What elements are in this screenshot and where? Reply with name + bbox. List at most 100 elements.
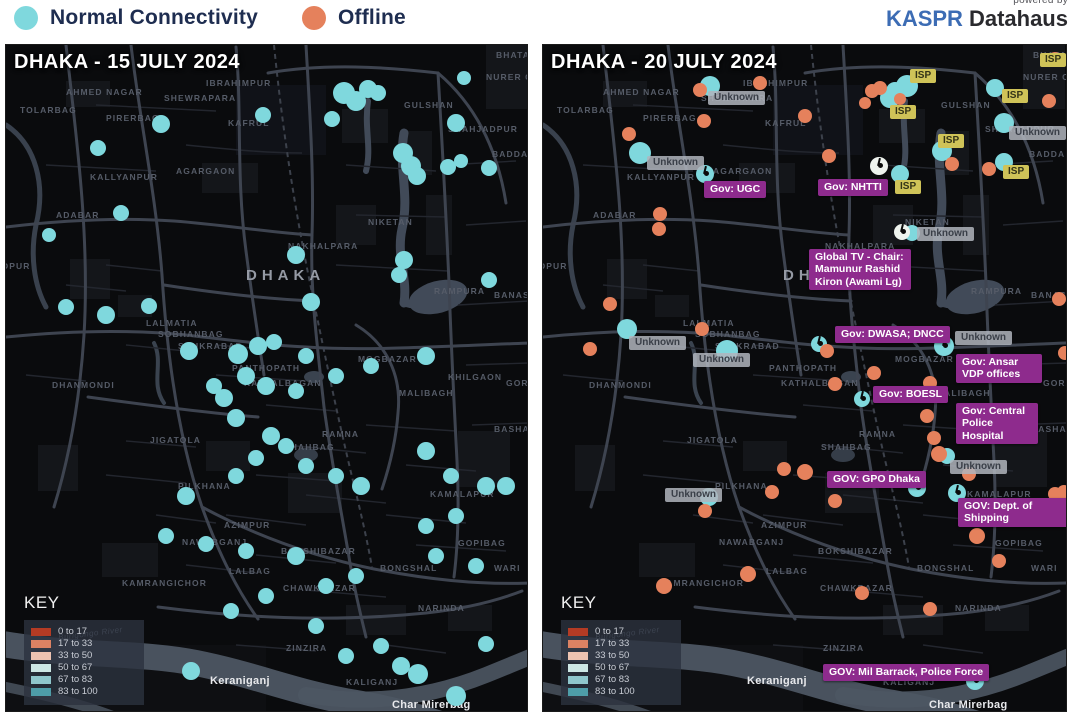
offline-dot (765, 485, 779, 499)
online-dot (468, 558, 484, 574)
key-title: KEY (561, 593, 597, 612)
branding: powered by KASPR Datahaus (886, 0, 1068, 30)
map-tag-unknown: Unknown (665, 488, 722, 502)
online-dot (477, 477, 495, 495)
map-tag-unknown: Unknown (950, 460, 1007, 474)
area-label: GULSHAN (941, 100, 991, 110)
area-label: PANTHOPATH (232, 363, 301, 373)
area-label: AZIMPUR (761, 520, 808, 530)
online-dot (228, 468, 244, 484)
key-entry-label: 0 to 17 (58, 626, 88, 637)
offline-dot (797, 464, 813, 480)
legend-label-normal: Normal Connectivity (50, 6, 259, 29)
online-dot (287, 246, 305, 264)
area-label: AHMED NAGAR (66, 87, 143, 97)
key-entry-label: 67 to 83 (595, 674, 630, 685)
area-label: GORAN (506, 378, 528, 388)
offline-dot (698, 504, 712, 518)
area-label: JIGATOLA (687, 435, 738, 445)
map-panel-15-july: BHATAR AHMED NAGAR IBRAHIMPUR SHEWRAPARA NUR… (5, 44, 528, 712)
online-dot (418, 518, 434, 534)
area-label: GULSHAN (404, 100, 454, 110)
map-tag-isp: ISP (1002, 89, 1029, 103)
offline-dot (798, 109, 812, 123)
area-label: SHUKRABAD (178, 341, 243, 351)
map-tag-gov: GOV: GPO Dhaka (827, 471, 926, 488)
legend-item-normal: Normal Connectivity (14, 6, 258, 30)
offline-dot (583, 342, 597, 356)
map-tag-unknown: Unknown (647, 156, 704, 170)
offline-dot (697, 114, 711, 128)
area-label: PILKHANA (715, 481, 768, 491)
key-entry-label: 50 to 67 (58, 662, 93, 673)
offline-dot (653, 207, 667, 221)
offline-dot (992, 554, 1006, 568)
offline-dot (753, 76, 767, 90)
offline-dot (920, 409, 934, 423)
offline-dot (828, 494, 842, 508)
offline-dot (945, 157, 959, 171)
offline-dot (622, 127, 636, 141)
key-entry-label: 17 to 33 (595, 638, 630, 649)
area-label: LALBAG (766, 566, 809, 576)
map-key-legend: KEY 0 to 17 17 to 33 33 to 50 50 to 67 67 to … (561, 593, 681, 705)
area-label: KATHALBAGAN (244, 378, 322, 388)
key-swatch (568, 663, 588, 672)
key-entry: 33 to 50 (568, 650, 672, 661)
area-label: KALIGANJ (883, 677, 936, 687)
area-label: PIRERBAG (643, 113, 697, 123)
offline-dot (923, 602, 937, 616)
town-label: Keraniganj (747, 675, 807, 687)
offline-dot (777, 462, 791, 476)
offline-dot (927, 431, 941, 445)
map-tag-unknown: Unknown (1009, 126, 1066, 140)
online-dot (391, 267, 407, 283)
key-entry: 83 to 100 (31, 686, 135, 697)
area-label: MOHAMMADPUR (543, 261, 568, 271)
online-dot (58, 299, 74, 315)
town-label: Char Mirerbag (929, 699, 1008, 711)
key-swatch (31, 651, 51, 660)
area-label: BONGSHAL (917, 563, 975, 573)
offline-dot (693, 83, 707, 97)
offline-dot-icon (302, 6, 326, 30)
area-label: KAFRUL (765, 118, 807, 128)
online-dot-pinned (948, 484, 966, 502)
offline-dot (1058, 346, 1066, 360)
area-label: RAMNA (859, 429, 897, 439)
area-label: BASHABO (494, 424, 527, 434)
area-label: KALLYANPUR (627, 172, 695, 182)
online-dot (481, 272, 497, 288)
online-dot (113, 205, 129, 221)
online-dot (238, 543, 254, 559)
key-entry: 50 to 67 (568, 662, 672, 673)
map-tag-gov: Gov: Central Police Hospital (956, 403, 1038, 445)
key-entry-label: 0 to 17 (595, 626, 625, 637)
online-dot (298, 458, 314, 474)
area-label: WARI (494, 563, 521, 573)
area-label: MALIBAGH (399, 388, 454, 398)
map-tag-isp: ISP (1040, 53, 1066, 67)
map-tag-gov: Gov: UGC (704, 181, 767, 198)
top-legend-bar: Normal Connectivity Offline powered by K… (0, 0, 1072, 42)
online-dot (617, 319, 637, 339)
area-label: AZIMPUR (224, 520, 271, 530)
online-dot (278, 438, 294, 454)
legend-label-offline: Offline (338, 6, 406, 29)
online-dot (257, 377, 275, 395)
online-dot (237, 367, 255, 385)
key-box: 0 to 17 17 to 33 33 to 50 50 to 67 67 to 83 8… (561, 620, 681, 705)
online-dot (308, 618, 324, 634)
key-entry: 50 to 67 (31, 662, 135, 673)
offline-dot (1057, 485, 1066, 499)
online-dot (223, 603, 239, 619)
online-dot (42, 228, 56, 242)
area-label: KAMRANGICHOR (659, 578, 744, 588)
key-swatch (568, 687, 588, 696)
area-label: LALMATIA (146, 318, 198, 328)
area-label: PANTHOPATH (769, 363, 838, 373)
area-label: DHANMONDI (589, 380, 652, 390)
online-dot (447, 114, 465, 132)
area-label: KAFRUL (228, 118, 270, 128)
key-swatch (31, 687, 51, 696)
